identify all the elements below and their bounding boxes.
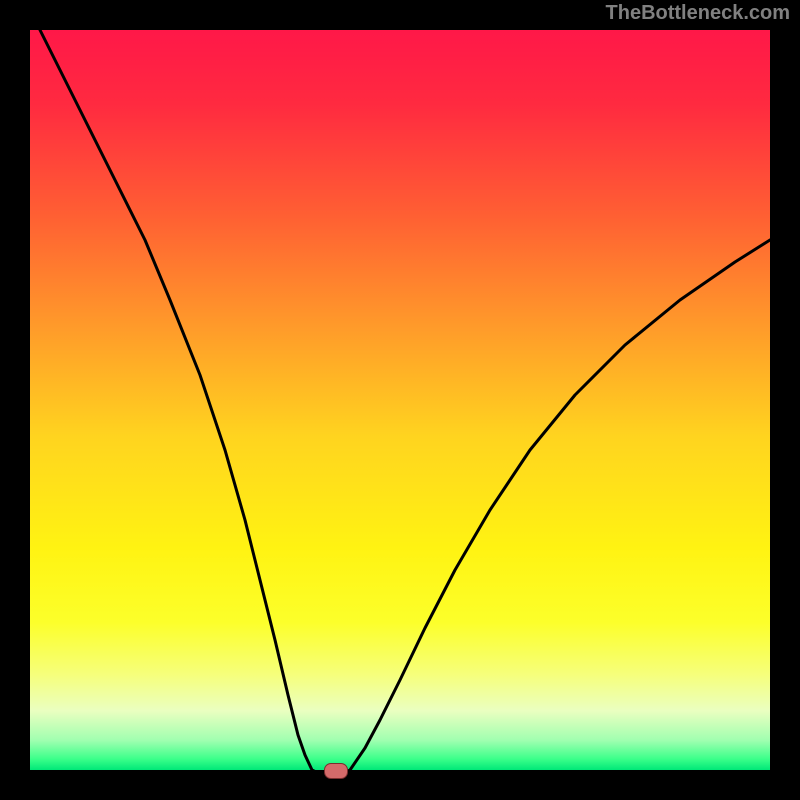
watermark-text: TheBottleneck.com (606, 2, 790, 25)
chart-stage: TheBottleneck.com (0, 0, 800, 800)
plot-gradient-background (30, 30, 770, 770)
optimal-marker (324, 763, 348, 779)
